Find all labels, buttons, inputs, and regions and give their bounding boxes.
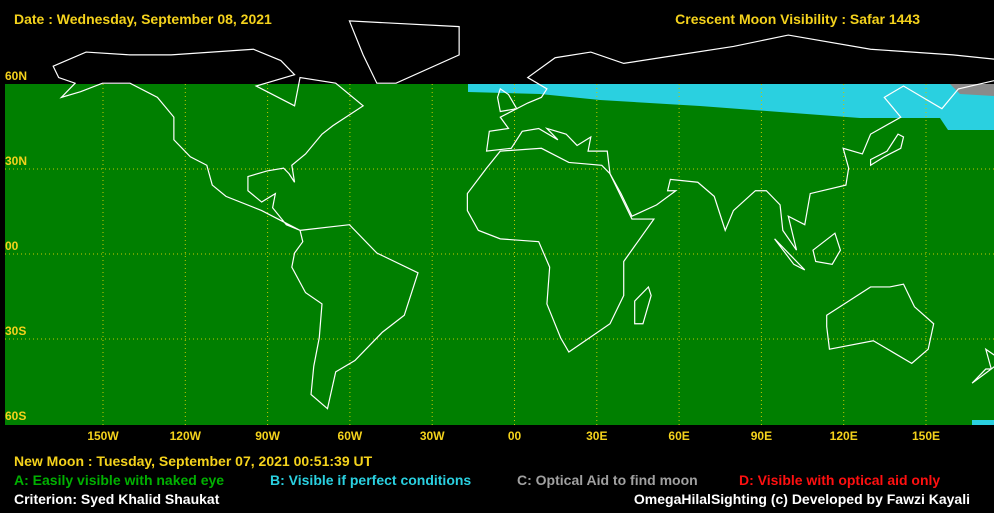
coast-south-america [292,225,418,409]
latitude-label: 60N [5,69,27,83]
credit-label: OmegaHilalSighting (c) Developed by Fawz… [634,491,970,507]
longitude-label: 150W [87,429,119,443]
longitude-label: 90E [751,429,772,443]
legend-b: B: Visible if perfect conditions [270,472,471,488]
graticule [5,84,994,425]
latitude-label: 30S [5,324,26,338]
latitude-label: 00 [5,239,19,253]
latitude-label: 30N [5,154,27,168]
visibility-zone-c [950,84,994,96]
longitude-label: 150E [912,429,940,443]
longitude-label: 60W [338,429,363,443]
new-moon-label: New Moon : Tuesday, September 07, 2021 0… [14,453,373,469]
latitude-label: 60S [5,409,26,423]
legend-d: D: Visible with optical aid only [739,472,940,488]
criterion-label: Criterion: Syed Khalid Shaukat [14,491,220,507]
coastlines [53,21,994,409]
coast-eurasia [487,35,994,250]
longitude-label: 60E [668,429,689,443]
coast-africa [467,148,654,352]
longitude-label: 120W [170,429,202,443]
legend-a: A: Easily visible with naked eye [14,472,224,488]
longitude-label: 30E [586,429,607,443]
date-label: Date : Wednesday, September 08, 2021 [14,11,272,27]
coast-north-america [53,49,363,230]
longitude-label: 120E [830,429,858,443]
coast-greenland [349,21,459,83]
coast-islands [498,89,994,383]
map-title: Crescent Moon Visibility : Safar 1443 [675,11,920,27]
longitude-label: 90W [255,429,280,443]
visibility-zone-b-south [972,420,994,425]
longitude-label: 00 [508,429,522,443]
visibility-zone-b [468,84,994,130]
coast-australia [827,284,934,363]
legend-c: C: Optical Aid to find moon [517,472,698,488]
longitude-label: 30W [420,429,445,443]
